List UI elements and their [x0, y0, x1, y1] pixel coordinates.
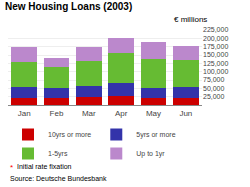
svg-text:225,000: 225,000	[203, 26, 228, 33]
svg-text:1-5yrs: 1-5yrs	[48, 150, 68, 158]
svg-text:200,000: 200,000	[203, 35, 228, 42]
svg-text:Up to 1yr: Up to 1yr	[136, 150, 165, 158]
svg-text:75,000: 75,000	[203, 76, 225, 83]
svg-text:Apr: Apr	[115, 109, 128, 118]
svg-text:5yrs or more: 5yrs or more	[136, 131, 175, 139]
svg-text:25,000: 25,000	[203, 93, 225, 100]
svg-text:175,000: 175,000	[203, 43, 228, 50]
svg-text:150,000: 150,000	[203, 51, 228, 58]
svg-text:125,000: 125,000	[203, 60, 228, 67]
svg-text:Source: Deutsche Bundesbank: Source: Deutsche Bundesbank	[10, 175, 107, 182]
svg-text:10yrs or more: 10yrs or more	[48, 131, 91, 139]
svg-text:100,000: 100,000	[203, 68, 228, 75]
svg-text:Jan: Jan	[18, 109, 31, 118]
svg-text:Mar: Mar	[82, 109, 96, 118]
svg-text:New Housing Loans (2003): New Housing Loans (2003)	[5, 1, 132, 12]
svg-text:May: May	[146, 109, 161, 118]
svg-text:€ millions: € millions	[174, 15, 207, 24]
svg-text:Feb: Feb	[50, 109, 64, 118]
svg-text:Jun: Jun	[179, 109, 192, 118]
svg-text:50,000: 50,000	[203, 85, 225, 92]
svg-text:Initial rate fixation: Initial rate fixation	[17, 163, 72, 170]
svg-text:*: *	[10, 163, 13, 172]
